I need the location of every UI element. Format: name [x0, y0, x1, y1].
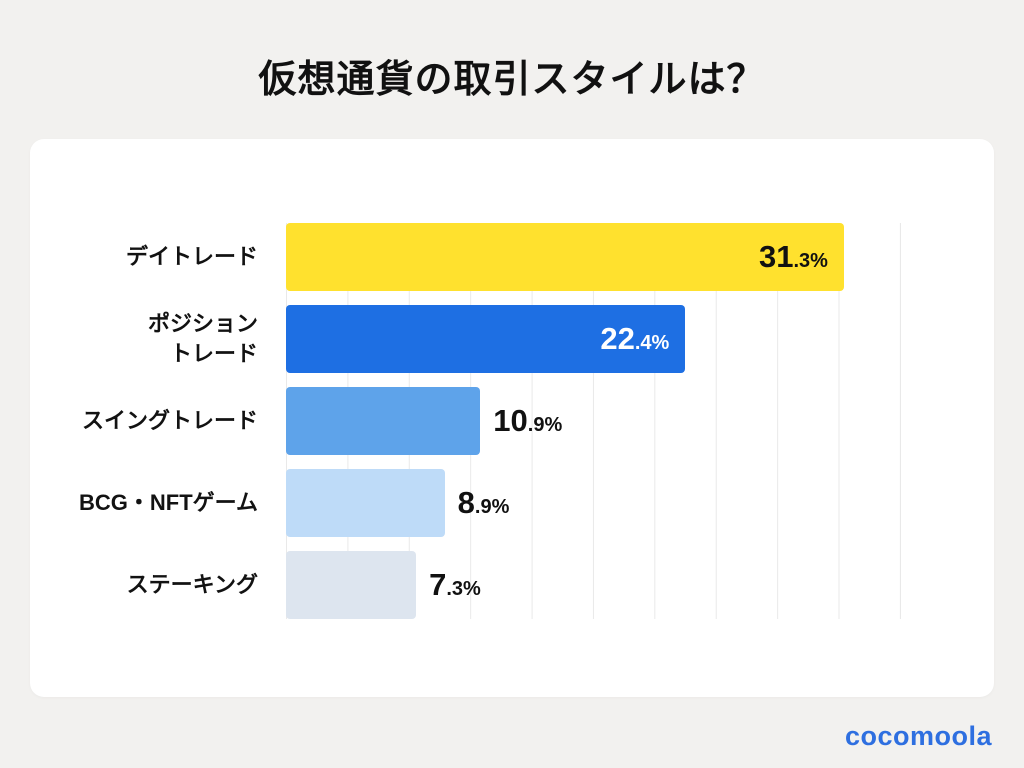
value-sub: .4% — [634, 332, 670, 354]
chart-row: ステーキング 7.3% — [30, 551, 901, 619]
category-label: スイングトレード — [81, 408, 258, 434]
bar: 10.9% — [286, 387, 562, 455]
bar-track: 7.3% — [286, 551, 901, 619]
value-sub: .3% — [793, 250, 828, 272]
value-sub: .9% — [527, 414, 563, 436]
value-sub: .3% — [446, 578, 481, 600]
value-label: 8.9% — [458, 485, 510, 521]
bar: 22.4% — [286, 305, 686, 373]
page-title: 仮想通貨の取引スタイルは？ — [258, 59, 766, 101]
value-main: 31 — [759, 239, 794, 274]
category-label: デイトレード — [125, 244, 258, 270]
bar-track: 31.3% — [286, 223, 901, 291]
chart-row: デイトレード 31.3% — [30, 223, 901, 291]
bar-track: 22.4% — [286, 305, 901, 373]
bar: 8.9% — [286, 469, 509, 537]
value-label: 22.4% — [600, 321, 669, 357]
value-label: 7.3% — [429, 567, 481, 603]
category-label: ステーキング — [126, 572, 258, 598]
value-main: 7 — [429, 567, 447, 602]
plot-area: デイトレード 31.3% ポジション トレード 22.4% スイングトレード — [30, 223, 901, 619]
chart-card: デイトレード 31.3% ポジション トレード 22.4% スイングトレード — [30, 139, 994, 697]
brand-logo: cocomoola — [844, 721, 992, 751]
category-label: BCG・NFTゲーム — [79, 490, 258, 516]
value-main: 8 — [457, 485, 475, 520]
value-label: 10.9% — [493, 403, 562, 439]
bar-track: 10.9% — [286, 387, 901, 455]
value-label: 31.3% — [759, 239, 828, 275]
value-sub: .9% — [474, 496, 510, 518]
bar: 7.3% — [286, 551, 481, 619]
chart-row: ポジション トレード 22.4% — [30, 305, 901, 373]
category-label: ポジション トレード — [147, 311, 258, 366]
value-main: 22 — [600, 321, 635, 356]
value-main: 10 — [493, 403, 528, 438]
bar: 31.3% — [286, 223, 844, 291]
chart-row: スイングトレード 10.9% — [30, 387, 901, 455]
bar-track: 8.9% — [286, 469, 901, 537]
chart-row: BCG・NFTゲーム 8.9% — [30, 469, 901, 537]
